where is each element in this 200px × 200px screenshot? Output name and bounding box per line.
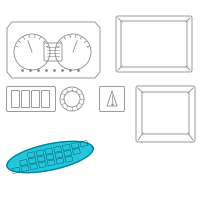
Polygon shape: [7, 141, 93, 173]
